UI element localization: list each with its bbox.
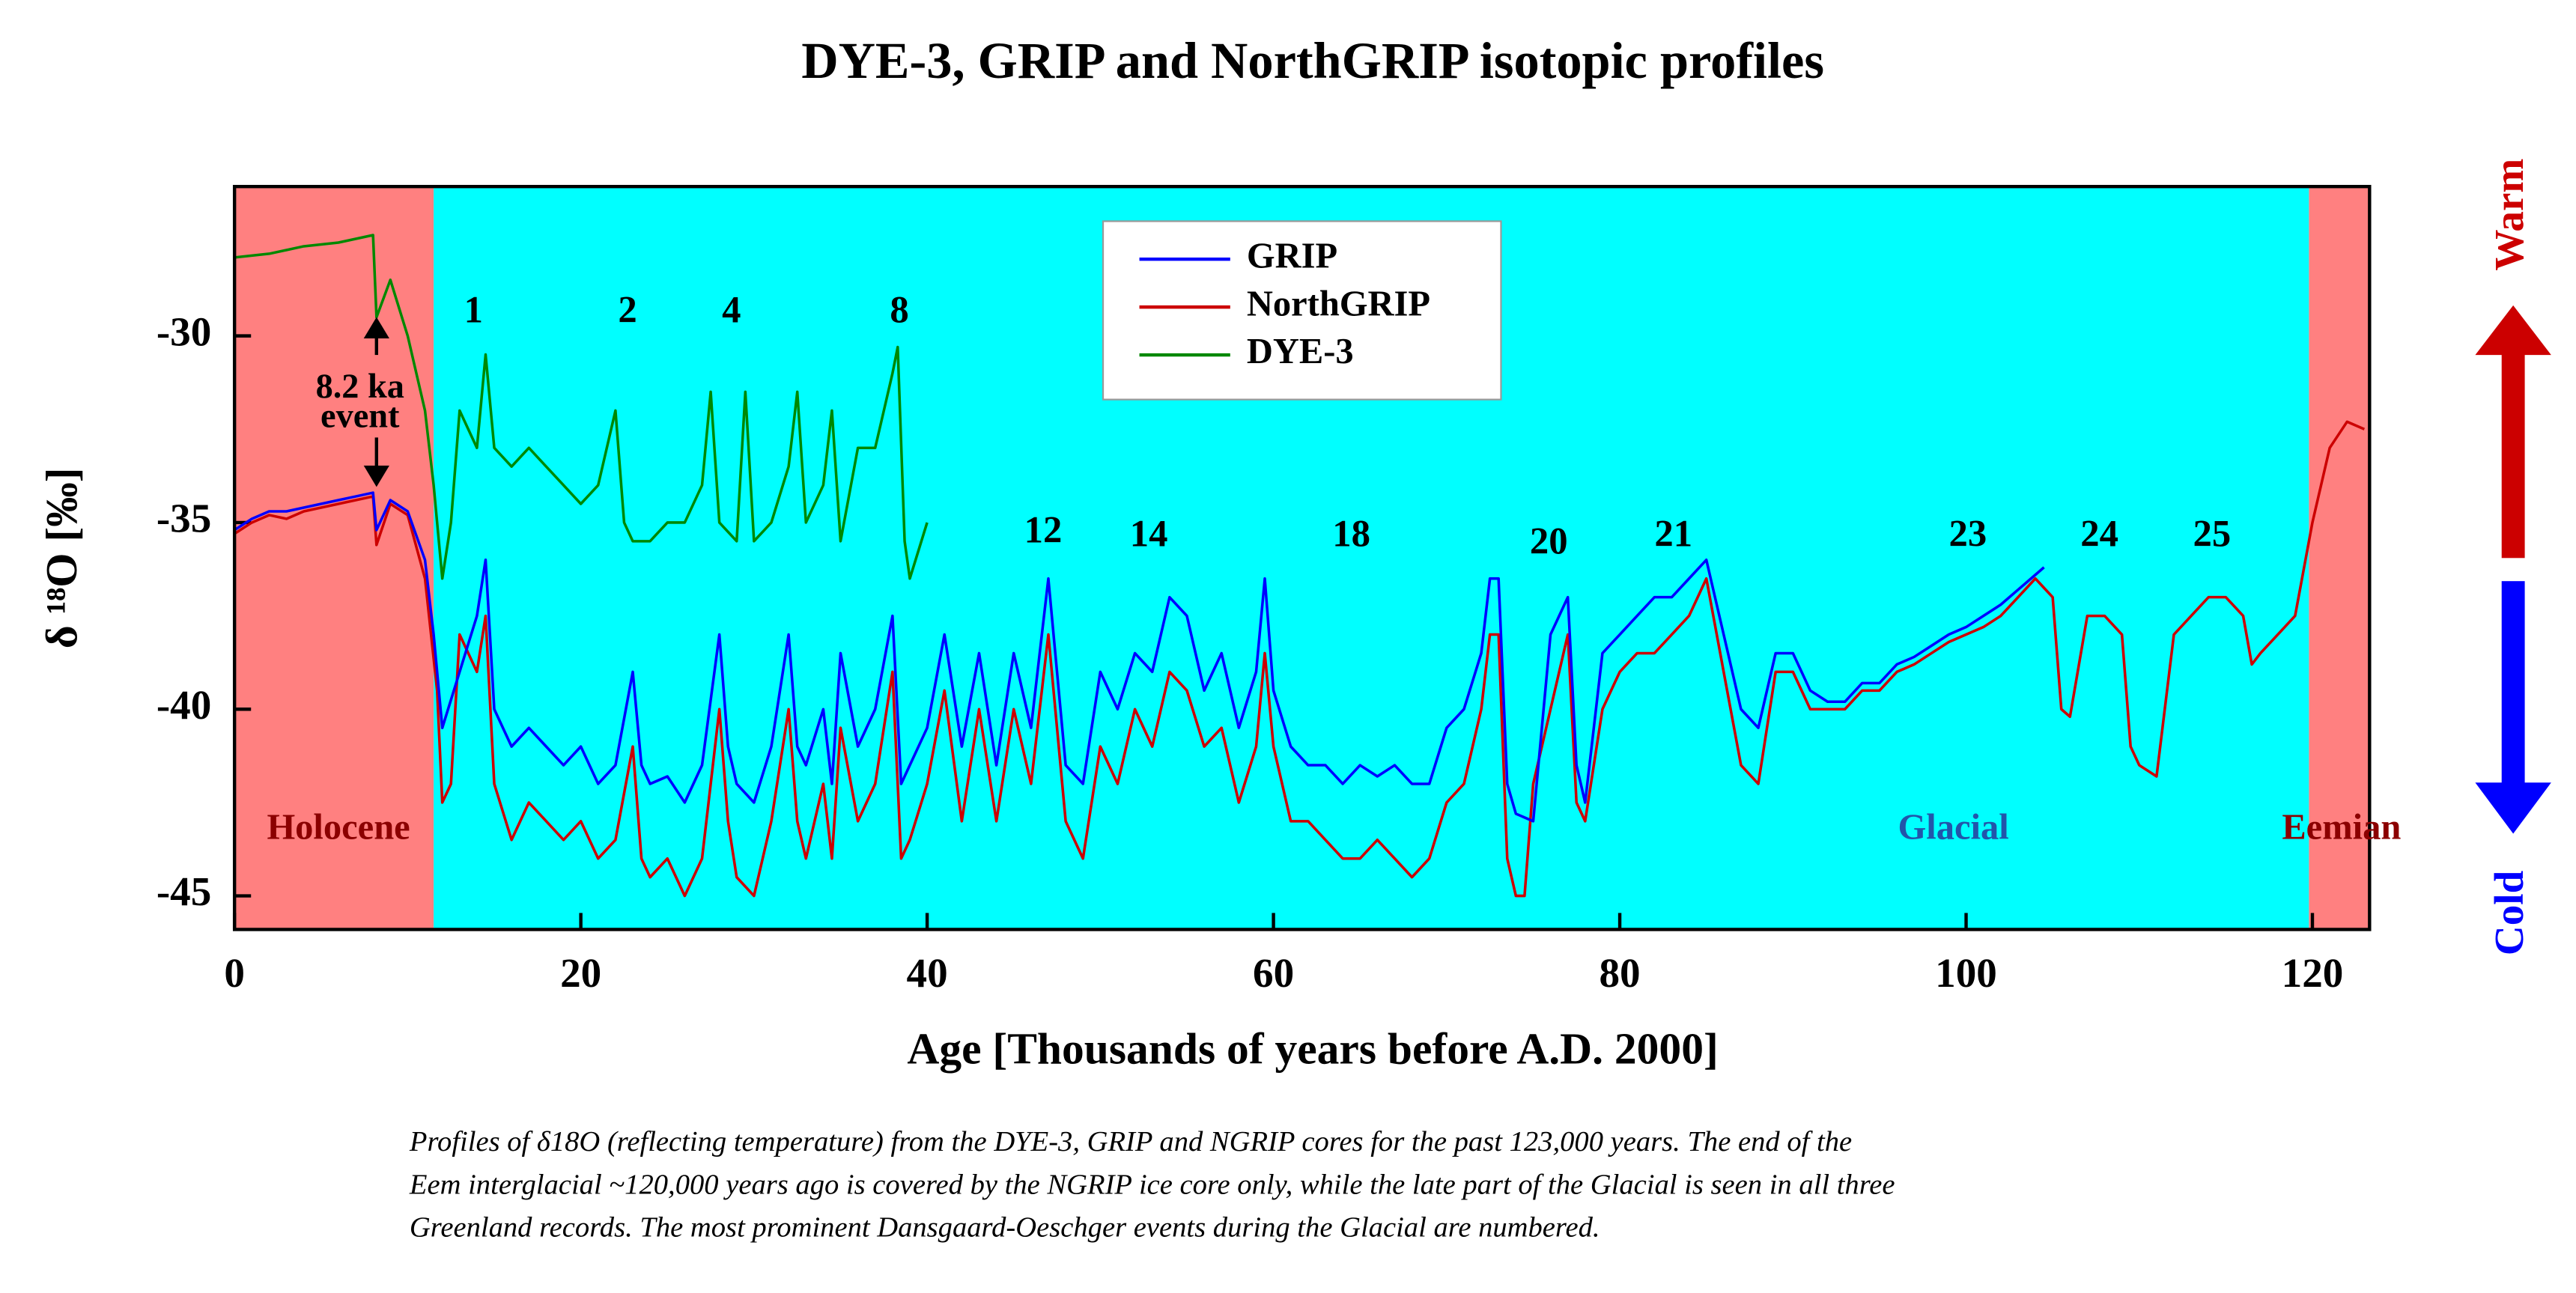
legend-label: DYE-3 — [1247, 332, 1354, 371]
caption-line: Profiles of δ18O (reflecting temperature… — [409, 1126, 1852, 1157]
x-tick-label: 40 — [907, 950, 948, 996]
series-line — [234, 491, 2045, 823]
legend-label: GRIP — [1247, 236, 1337, 276]
x-tick-label: 100 — [1935, 950, 1997, 996]
series-line — [234, 234, 929, 580]
event-label: event — [321, 398, 400, 436]
x-tick-label: 80 — [1600, 950, 1641, 996]
caption-line: Eem interglacial ~120,000 years ago is c… — [409, 1169, 1895, 1200]
event-number: 25 — [2193, 513, 2232, 555]
event-number: 8 — [890, 288, 908, 330]
x-tick-label: 60 — [1253, 950, 1294, 996]
series-line — [234, 420, 2366, 898]
legend-box — [1102, 220, 1502, 401]
y-tick-label: -45 — [157, 868, 211, 914]
x-tick-label: 20 — [560, 950, 601, 996]
event-number: 20 — [1530, 520, 1568, 562]
chart-title: DYE-3, GRIP and NorthGRIP isotopic profi… — [801, 32, 1824, 89]
event-number: 2 — [618, 288, 637, 330]
y-tick-label: -40 — [157, 682, 211, 728]
legend: DYE-3 NorthGRIP GRIP — [1139, 236, 1430, 371]
caption-line: Greenland records. The most prominent Da… — [410, 1212, 1600, 1244]
legend-label: NorthGRIP — [1247, 284, 1430, 323]
event-number: 1 — [464, 288, 483, 330]
event-number: 18 — [1332, 513, 1370, 555]
warm-label: Warm — [2486, 159, 2532, 271]
x-tick-label: 120 — [2282, 950, 2344, 996]
temperature-arrows — [2475, 305, 2551, 834]
region — [2309, 186, 2370, 930]
event-number: 21 — [1654, 513, 1692, 555]
region-label: Glacial — [1898, 807, 2009, 847]
event-number: 4 — [722, 288, 741, 330]
event-number: 14 — [1130, 513, 1168, 555]
region-label: Holocene — [267, 807, 410, 847]
event-number: 24 — [2080, 513, 2118, 555]
event-arrows — [363, 317, 389, 487]
event-number: 23 — [1948, 513, 1987, 555]
plot-frame — [232, 184, 2372, 931]
y-axis-label: δ ¹⁸O [‰] — [37, 467, 86, 648]
x-tick-label: 0 — [224, 950, 245, 996]
y-tick-label: -35 — [157, 496, 211, 541]
y-tick-label: -30 — [157, 308, 211, 354]
x-axis-label: Age [Thousands of years before A.D. 2000… — [907, 1023, 1718, 1073]
event-label: 8.2 ka — [316, 368, 404, 406]
cold-label: Cold — [2486, 870, 2532, 955]
caption: Profiles of δ18O (reflecting temperature… — [409, 1126, 1895, 1244]
region-label: Eemian — [2282, 807, 2401, 847]
event-number: 12 — [1024, 509, 1063, 551]
